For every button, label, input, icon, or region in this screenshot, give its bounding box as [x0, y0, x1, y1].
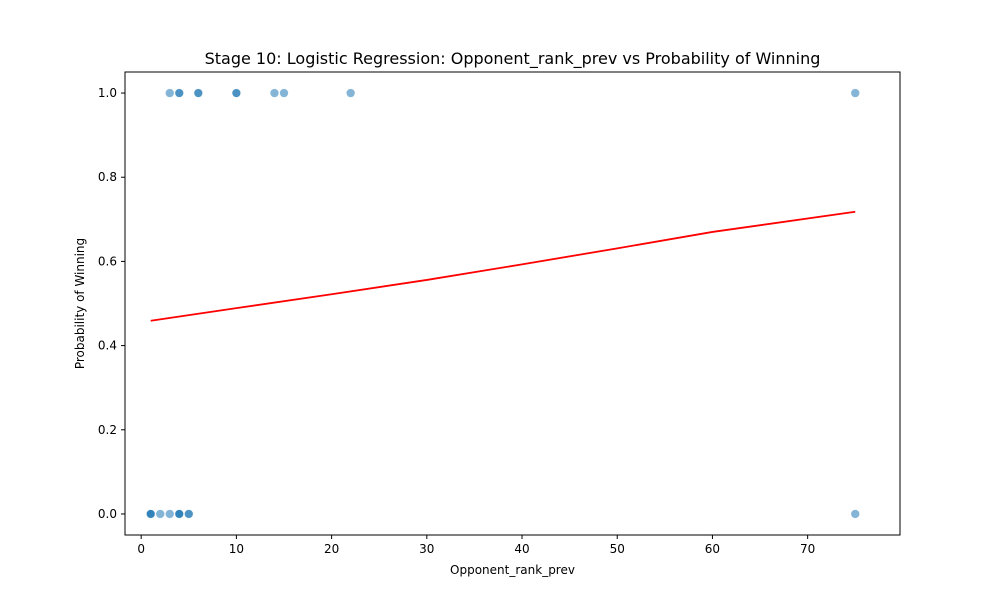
- x-tick-label: 60: [705, 542, 720, 556]
- x-tick-label: 70: [800, 542, 815, 556]
- scatter-point: [164, 509, 175, 519]
- x-tick-label: 40: [514, 542, 529, 556]
- scatter-point: [279, 88, 289, 98]
- scatter-point: [345, 88, 356, 98]
- x-tick-label: 20: [324, 542, 339, 556]
- scatter-point: [155, 509, 166, 519]
- regression-line: [150, 210, 856, 322]
- scatter-point: [164, 88, 175, 98]
- y-tick-label: 0.8: [98, 170, 117, 184]
- x-axis-label: Opponent_rank_prev: [450, 563, 575, 577]
- scatter-point: [850, 88, 861, 98]
- scatter-point: [174, 509, 185, 519]
- scatter-point: [174, 88, 185, 98]
- x-tick-label: 50: [610, 542, 625, 556]
- scatter-point: [183, 509, 194, 519]
- x-tick-label: 10: [229, 542, 244, 556]
- chart-title: Stage 10: Logistic Regression: Opponent_…: [205, 49, 821, 69]
- x-tick-label: 0: [137, 542, 145, 556]
- y-tick-label: 1.0: [98, 86, 117, 100]
- x-tick-label: 30: [419, 542, 434, 556]
- y-tick-label: 0.0: [98, 507, 117, 521]
- plot-area: [145, 88, 861, 519]
- scatter-point: [850, 509, 861, 519]
- y-axis-label: Probability of Winning: [73, 238, 87, 369]
- scatter-point: [231, 88, 242, 98]
- y-tick-label: 0.6: [98, 254, 117, 268]
- y-tick-label: 0.2: [98, 423, 117, 437]
- scatter-point: [193, 88, 204, 98]
- y-axis: 0.0 0.2 0.4 0.6 0.8 1.0: [98, 86, 125, 521]
- scatter-point: [269, 88, 280, 98]
- scatter-point: [145, 509, 156, 519]
- plot-frame: [124, 71, 901, 536]
- x-axis: 0 10 20 30 40 50 60 70: [137, 535, 815, 556]
- y-tick-label: 0.4: [98, 339, 117, 353]
